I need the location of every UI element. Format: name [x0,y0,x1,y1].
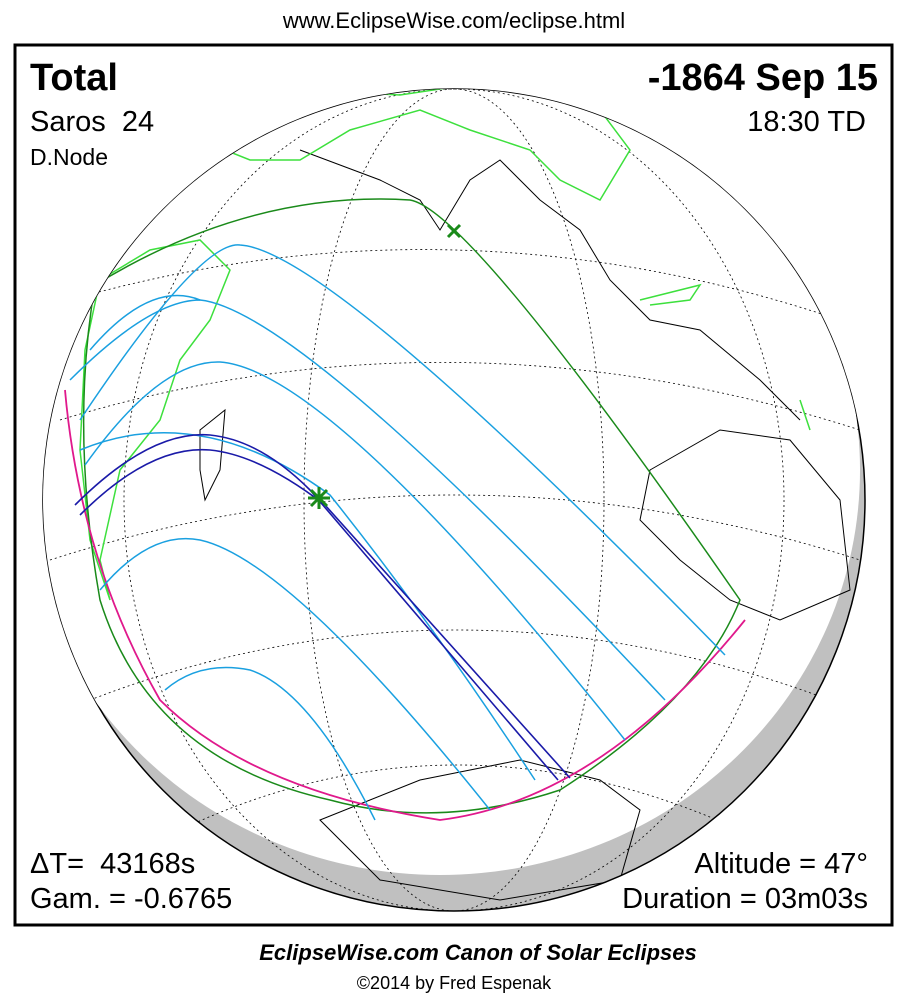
delta-t: ΔT= 43168s [30,848,195,880]
time: 18:30 TD [747,106,866,138]
date: -1864 Sep 15 [648,57,878,99]
gamma: Gam. = -0.6765 [30,883,232,915]
saros: Saros 24 [30,106,154,138]
footer-title: EclipseWise.com Canon of Solar Eclipses [259,940,697,965]
eclipse-type: Total [30,57,118,99]
copyright: ©2014 by Fred Espenak [357,973,552,993]
altitude: Altitude = 47° [694,848,868,880]
node: D.Node [30,144,108,170]
frame [13,43,894,927]
globe [42,88,866,912]
duration: Duration = 03m03s [622,883,868,915]
url: www.EclipseWise.com/eclipse.html [282,8,625,33]
